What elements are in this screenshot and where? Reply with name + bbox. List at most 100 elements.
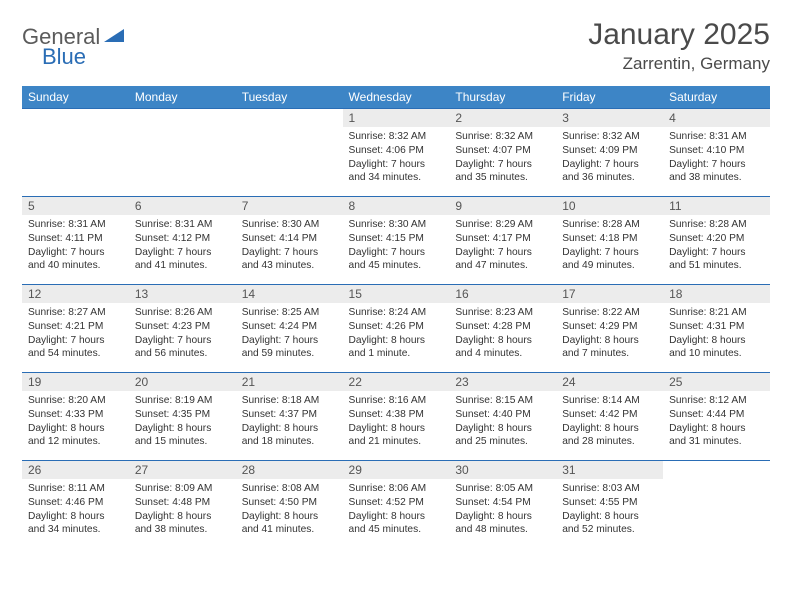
weekday-header: Friday — [556, 86, 663, 109]
day-number: 30 — [449, 461, 556, 479]
calendar-cell: 14Sunrise: 8:25 AMSunset: 4:24 PMDayligh… — [236, 285, 343, 373]
daylight-text: Daylight: 8 hours and 31 minutes. — [669, 422, 764, 450]
calendar-cell: 22Sunrise: 8:16 AMSunset: 4:38 PMDayligh… — [343, 373, 450, 461]
sunset-text: Sunset: 4:31 PM — [669, 320, 764, 334]
day-number: 31 — [556, 461, 663, 479]
day-details: Sunrise: 8:11 AMSunset: 4:46 PMDaylight:… — [22, 479, 129, 541]
day-number: 9 — [449, 197, 556, 215]
day-details: Sunrise: 8:18 AMSunset: 4:37 PMDaylight:… — [236, 391, 343, 453]
daylight-text: Daylight: 8 hours and 48 minutes. — [455, 510, 550, 538]
calendar-cell: 6Sunrise: 8:31 AMSunset: 4:12 PMDaylight… — [129, 197, 236, 285]
day-details: Sunrise: 8:15 AMSunset: 4:40 PMDaylight:… — [449, 391, 556, 453]
day-details: Sunrise: 8:27 AMSunset: 4:21 PMDaylight:… — [22, 303, 129, 365]
triangle-icon — [104, 26, 124, 49]
weekday-header: Thursday — [449, 86, 556, 109]
calendar-cell: 30 Sunrise: 8:05 AMSunset: 4:54 PMDayligh… — [449, 461, 556, 549]
sunrise-text: Sunrise: 8:16 AM — [349, 394, 444, 408]
month-title: January 2025 — [588, 18, 770, 52]
sunrise-text: Sunrise: 8:21 AM — [669, 306, 764, 320]
day-details: Sunrise: 8:08 AMSunset: 4:50 PMDaylight:… — [236, 479, 343, 541]
sunrise-text: Sunrise: 8:31 AM — [669, 130, 764, 144]
daylight-text: Daylight: 8 hours and 10 minutes. — [669, 334, 764, 362]
day-number: 10 — [556, 197, 663, 215]
sunrise-text: Sunrise: 8:27 AM — [28, 306, 123, 320]
sunrise-text: Sunrise: 8:11 AM — [28, 482, 123, 496]
calendar-cell: 16Sunrise: 8:23 AMSunset: 4:28 PMDayligh… — [449, 285, 556, 373]
calendar-cell: 15Sunrise: 8:24 AMSunset: 4:26 PMDayligh… — [343, 285, 450, 373]
day-number: 27 — [129, 461, 236, 479]
sunrise-text: Sunrise: 8:25 AM — [242, 306, 337, 320]
day-details: Sunrise: 8:28 AMSunset: 4:20 PMDaylight:… — [663, 215, 770, 277]
day-details: Sunrise: 8:29 AMSunset: 4:17 PMDaylight:… — [449, 215, 556, 277]
daylight-text: Daylight: 7 hours and 34 minutes. — [349, 158, 444, 186]
sunset-text: Sunset: 4:35 PM — [135, 408, 230, 422]
daylight-text: Daylight: 8 hours and 15 minutes. — [135, 422, 230, 450]
calendar-cell — [129, 109, 236, 197]
day-number: 28 — [236, 461, 343, 479]
day-details: Sunrise: 8:14 AMSunset: 4:42 PMDaylight:… — [556, 391, 663, 453]
sunrise-text: Sunrise: 8:32 AM — [455, 130, 550, 144]
day-number: 23 — [449, 373, 556, 391]
weekday-header: Tuesday — [236, 86, 343, 109]
sunset-text: Sunset: 4:12 PM — [135, 232, 230, 246]
sunset-text: Sunset: 4:24 PM — [242, 320, 337, 334]
sunset-text: Sunset: 4:17 PM — [455, 232, 550, 246]
daylight-text: Daylight: 8 hours and 1 minute. — [349, 334, 444, 362]
day-number: 13 — [129, 285, 236, 303]
calendar-cell: 26Sunrise: 8:11 AMSunset: 4:46 PMDayligh… — [22, 461, 129, 549]
daylight-text: Daylight: 7 hours and 43 minutes. — [242, 246, 337, 274]
sunrise-text: Sunrise: 8:03 AM — [562, 482, 657, 496]
day-number: 20 — [129, 373, 236, 391]
day-number: 24 — [556, 373, 663, 391]
calendar-cell: 13Sunrise: 8:26 AMSunset: 4:23 PMDayligh… — [129, 285, 236, 373]
daylight-text: Daylight: 8 hours and 7 minutes. — [562, 334, 657, 362]
daylight-text: Daylight: 7 hours and 35 minutes. — [455, 158, 550, 186]
calendar-row: 12Sunrise: 8:27 AMSunset: 4:21 PMDayligh… — [22, 285, 770, 373]
day-details: Sunrise: 8:16 AMSunset: 4:38 PMDaylight:… — [343, 391, 450, 453]
daylight-text: Daylight: 7 hours and 40 minutes. — [28, 246, 123, 274]
daylight-text: Daylight: 7 hours and 36 minutes. — [562, 158, 657, 186]
day-number — [663, 461, 770, 465]
day-details: Sunrise: 8:31 AMSunset: 4:10 PMDaylight:… — [663, 127, 770, 189]
daylight-text: Daylight: 8 hours and 21 minutes. — [349, 422, 444, 450]
sunset-text: Sunset: 4:46 PM — [28, 496, 123, 510]
sunset-text: Sunset: 4:50 PM — [242, 496, 337, 510]
calendar-cell — [236, 109, 343, 197]
sunrise-text: Sunrise: 8:12 AM — [669, 394, 764, 408]
calendar-row: 1Sunrise: 8:32 AMSunset: 4:06 PMDaylight… — [22, 109, 770, 197]
daylight-text: Daylight: 8 hours and 52 minutes. — [562, 510, 657, 538]
calendar-cell: 5Sunrise: 8:31 AMSunset: 4:11 PMDaylight… — [22, 197, 129, 285]
sunset-text: Sunset: 4:52 PM — [349, 496, 444, 510]
sunset-text: Sunset: 4:33 PM — [28, 408, 123, 422]
day-details: Sunrise: 8:32 AMSunset: 4:07 PMDaylight:… — [449, 127, 556, 189]
sunset-text: Sunset: 4:23 PM — [135, 320, 230, 334]
sunrise-text: Sunrise: 8:05 AM — [455, 482, 550, 496]
sunrise-text: Sunrise: 8:30 AM — [242, 218, 337, 232]
sunrise-text: Sunrise: 8:14 AM — [562, 394, 657, 408]
calendar-cell: 29Sunrise: 8:06 AMSunset: 4:52 PMDayligh… — [343, 461, 450, 549]
calendar-cell: 4Sunrise: 8:31 AMSunset: 4:10 PMDaylight… — [663, 109, 770, 197]
day-number: 4 — [663, 109, 770, 127]
day-details: Sunrise: 8:12 AMSunset: 4:44 PMDaylight:… — [663, 391, 770, 453]
calendar-cell: 19Sunrise: 8:20 AMSunset: 4:33 PMDayligh… — [22, 373, 129, 461]
calendar-cell: 8Sunrise: 8:30 AMSunset: 4:15 PMDaylight… — [343, 197, 450, 285]
calendar-cell: 2Sunrise: 8:32 AMSunset: 4:07 PMDaylight… — [449, 109, 556, 197]
calendar-cell: 10Sunrise: 8:28 AMSunset: 4:18 PMDayligh… — [556, 197, 663, 285]
logo-text-blue: Blue — [42, 44, 86, 70]
calendar-cell: 31Sunrise: 8:03 AMSunset: 4:55 PMDayligh… — [556, 461, 663, 549]
calendar-row: 26Sunrise: 8:11 AMSunset: 4:46 PMDayligh… — [22, 461, 770, 549]
calendar-cell: 24Sunrise: 8:14 AMSunset: 4:42 PMDayligh… — [556, 373, 663, 461]
sunset-text: Sunset: 4:11 PM — [28, 232, 123, 246]
sunrise-text: Sunrise: 8:19 AM — [135, 394, 230, 408]
sunset-text: Sunset: 4:06 PM — [349, 144, 444, 158]
sunset-text: Sunset: 4:37 PM — [242, 408, 337, 422]
day-number: 15 — [343, 285, 450, 303]
sunset-text: Sunset: 4:54 PM — [455, 496, 550, 510]
calendar-cell: 12Sunrise: 8:27 AMSunset: 4:21 PMDayligh… — [22, 285, 129, 373]
day-details: Sunrise: 8:30 AMSunset: 4:14 PMDaylight:… — [236, 215, 343, 277]
sunset-text: Sunset: 4:14 PM — [242, 232, 337, 246]
calendar-cell — [663, 461, 770, 549]
day-number: 14 — [236, 285, 343, 303]
sunrise-text: Sunrise: 8:30 AM — [349, 218, 444, 232]
sunrise-text: Sunrise: 8:09 AM — [135, 482, 230, 496]
